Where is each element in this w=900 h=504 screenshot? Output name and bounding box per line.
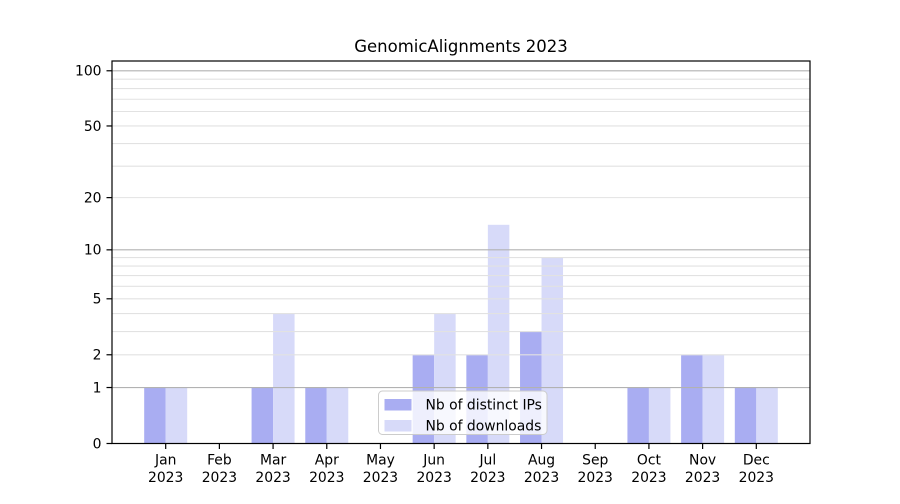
x-tick-label: Mar 2023 <box>255 453 290 486</box>
legend-box <box>378 390 548 435</box>
bar-distinct-ips <box>734 387 757 444</box>
legend-swatch <box>384 399 412 411</box>
x-tick-label: Nov 2023 <box>685 453 720 486</box>
grid-layer <box>112 70 810 389</box>
bar-distinct-ips <box>305 387 327 444</box>
y-tick-label: 10 <box>84 243 102 259</box>
legend-label: Nb of downloads <box>426 419 542 435</box>
x-tick-label: Jun 2023 <box>416 453 451 486</box>
legend-label: Nb of distinct IPs <box>426 398 542 414</box>
bar-downloads <box>273 313 295 444</box>
y-tick-label: 50 <box>84 119 102 135</box>
y-tick-label: 100 <box>75 64 102 80</box>
bar-downloads <box>702 354 725 444</box>
x-tick-label: Oct 2023 <box>631 453 666 486</box>
bar-downloads <box>756 387 778 444</box>
y-tick-label: 20 <box>84 190 102 206</box>
chart-title: GenomicAlignments 2023 <box>354 37 568 56</box>
x-tick-label: Dec 2023 <box>739 453 774 486</box>
plot-frame <box>111 60 811 445</box>
bar-distinct-ips <box>681 354 703 444</box>
y-tick-label: 5 <box>93 292 102 308</box>
axes-layer <box>106 60 811 449</box>
legend-swatch <box>384 420 412 432</box>
x-tick-label: May 2023 <box>363 453 398 486</box>
bar-distinct-ips <box>251 387 274 444</box>
x-tick-label: Sep 2023 <box>578 453 613 486</box>
y-tick-label: 2 <box>93 348 102 364</box>
bar-downloads <box>487 224 510 444</box>
bar-distinct-ips <box>144 387 166 444</box>
legend: Nb of distinct IPs Nb of downloads <box>378 390 548 435</box>
x-tick-label: Apr 2023 <box>309 453 344 486</box>
bar-distinct-ips <box>627 387 649 444</box>
x-tick-label: Jul 2023 <box>470 453 505 486</box>
y-tick-label: 0 <box>93 436 102 452</box>
x-tick-label: Feb 2023 <box>202 453 237 486</box>
bar-downloads <box>165 387 188 444</box>
bar-downloads <box>648 387 671 444</box>
y-tick-label: 1 <box>93 380 102 396</box>
x-tick-label: Aug 2023 <box>524 453 559 486</box>
tick-labels-layer: 0 1 2 5 10 20 50 100 Jan 2023 Feb 2023 Mar 2023 Apr 202… <box>75 64 774 486</box>
x-tick-label: Jan 2023 <box>148 453 183 486</box>
bar-downloads <box>326 387 349 444</box>
